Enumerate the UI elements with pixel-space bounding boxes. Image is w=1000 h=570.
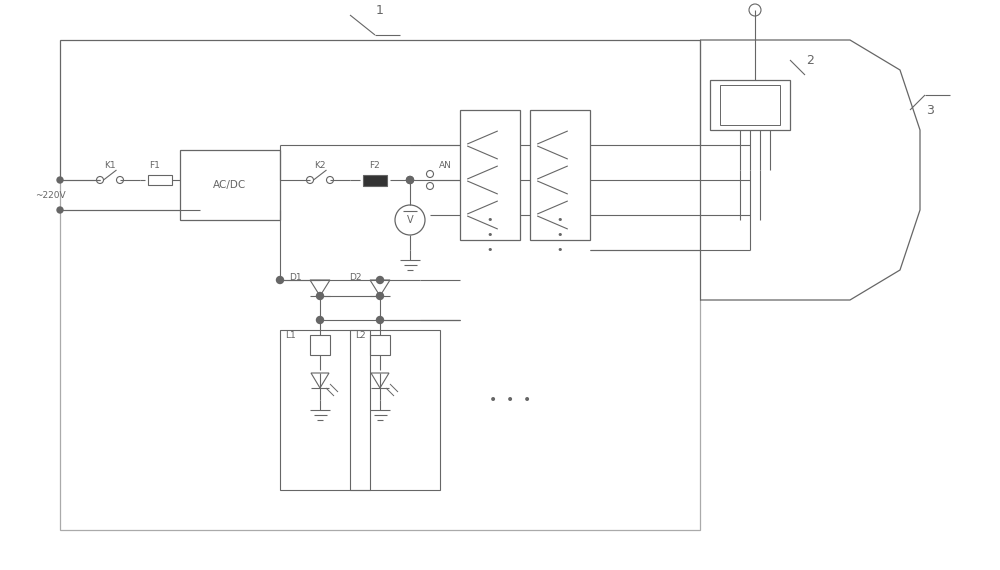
Circle shape [306,177,314,184]
Text: L1: L1 [285,331,296,340]
Text: ~220V: ~220V [35,190,66,200]
Circle shape [57,177,63,183]
Circle shape [426,182,434,189]
Circle shape [316,316,324,324]
Text: •: • [487,245,493,255]
Bar [710,80,790,130]
Text: D2: D2 [349,272,361,282]
Circle shape [96,177,104,184]
Circle shape [376,316,384,324]
Circle shape [406,177,414,184]
Circle shape [326,177,334,184]
Text: AN: AN [439,161,451,169]
Text: •: • [557,230,563,240]
Text: V: V [407,215,413,225]
Bar [530,110,590,240]
Circle shape [749,4,761,16]
Text: 3: 3 [926,104,934,116]
Text: •: • [487,230,493,240]
Text: F2: F2 [370,161,380,169]
Circle shape [116,177,124,184]
Bar [363,174,387,185]
Bar [310,335,330,355]
Text: •: • [487,215,493,225]
Text: F1: F1 [150,161,160,169]
Bar [60,40,700,530]
Bar [460,110,520,240]
Text: 2: 2 [806,54,814,67]
Text: •: • [557,245,563,255]
Circle shape [376,276,384,283]
Circle shape [57,207,63,213]
Bar [280,330,370,490]
Circle shape [406,177,414,184]
Text: •  •  •: • • • [489,393,531,407]
Bar [350,330,440,490]
Text: 1: 1 [376,3,384,17]
Circle shape [426,170,434,177]
Text: L2: L2 [355,331,366,340]
Circle shape [376,292,384,299]
Text: D1: D1 [289,272,301,282]
Text: AC/DC: AC/DC [213,180,247,190]
Text: K2: K2 [314,161,326,169]
Bar [148,175,172,185]
Circle shape [316,292,324,299]
Bar [720,85,780,125]
Text: K1: K1 [104,161,116,169]
Circle shape [395,205,425,235]
Bar [370,335,390,355]
Bar [180,150,280,220]
Text: •: • [557,215,563,225]
Circle shape [276,276,284,283]
